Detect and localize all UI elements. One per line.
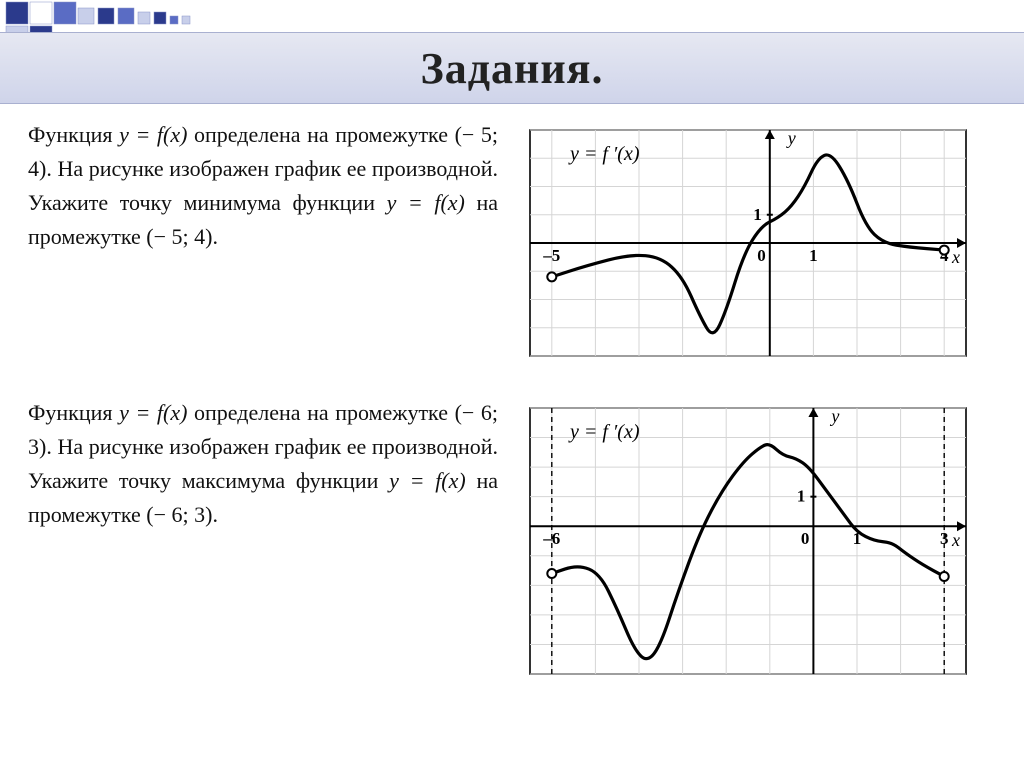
svg-text:3: 3 <box>940 529 949 548</box>
title-band: Задания. <box>0 32 1024 104</box>
svg-text:1: 1 <box>809 246 818 265</box>
svg-text:x: x <box>951 530 960 550</box>
svg-text:–6: –6 <box>542 529 560 548</box>
svg-text:x: x <box>951 247 960 267</box>
slide-title: Задания. <box>421 43 604 94</box>
problem-2-chart: –60131xyy = f ′(x) <box>518 396 978 686</box>
problem-2-text: Функция y = f(x) определена на промежутк… <box>28 396 518 532</box>
problem-1: Функция y = f(x) определена на промежутк… <box>28 118 996 368</box>
svg-text:0: 0 <box>801 529 810 548</box>
problem-2: Функция y = f(x) определена на промежутк… <box>28 396 996 686</box>
svg-text:y: y <box>829 406 839 426</box>
svg-text:1: 1 <box>797 487 806 506</box>
svg-text:–5: –5 <box>542 246 560 265</box>
slide-body: Функция y = f(x) определена на промежутк… <box>28 118 996 714</box>
svg-text:y: y <box>786 128 796 148</box>
problem-1-chart: –50141xyy = f ′(x) <box>518 118 978 368</box>
problem-1-text: Функция y = f(x) определена на промежутк… <box>28 118 518 254</box>
svg-text:0: 0 <box>757 246 766 265</box>
slide: Задания. Функция y = f(x) определена на … <box>0 0 1024 767</box>
svg-text:y = f ′(x): y = f ′(x) <box>568 143 640 165</box>
svg-text:1: 1 <box>753 205 762 224</box>
svg-text:y = f ′(x): y = f ′(x) <box>568 421 640 443</box>
